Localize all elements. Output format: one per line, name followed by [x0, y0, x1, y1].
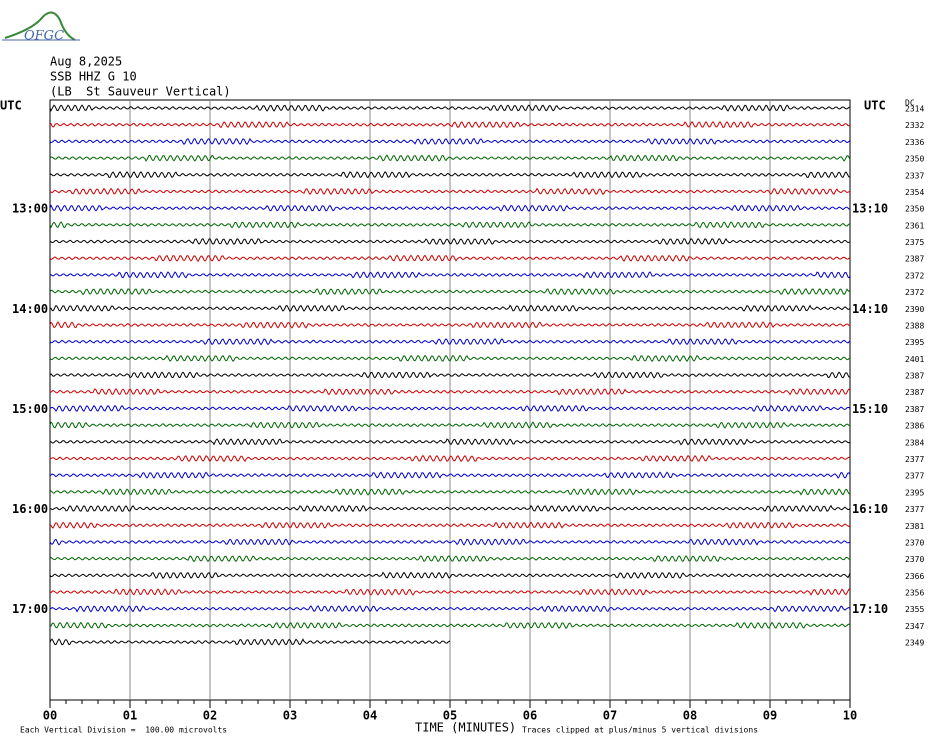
logo-curve — [4, 11, 76, 41]
trace — [49, 388, 851, 396]
right-time-label: 14:10 — [852, 302, 888, 316]
x-tick-label: 02 — [203, 709, 217, 723]
footer-left: Each Vertical Division = 100.00 microvol… — [20, 726, 227, 735]
right-time-label: 13:10 — [852, 202, 888, 216]
trace — [49, 104, 851, 112]
dc-value: 2384 — [905, 438, 924, 447]
x-tick-label: 01 — [123, 709, 137, 723]
trace — [49, 504, 851, 513]
dc-value: 2350 — [905, 205, 924, 214]
trace — [49, 404, 851, 413]
dc-value: 2372 — [905, 288, 924, 297]
trace — [49, 438, 851, 446]
left-time-label: 17:00 — [12, 602, 48, 616]
x-axis-label: TIME (MINUTES) — [415, 721, 516, 735]
dc-value: 2347 — [905, 622, 924, 631]
header-location: (LB St Sauveur Vertical) — [50, 85, 231, 99]
dc-value: 2337 — [905, 171, 924, 180]
dc-value: 2377 — [905, 472, 924, 481]
trace — [49, 121, 851, 129]
trace — [49, 237, 851, 246]
dc-value: 2395 — [905, 488, 924, 497]
trace — [49, 204, 851, 212]
trace — [49, 555, 851, 563]
left-time-label: 16:00 — [12, 502, 48, 516]
dc-value: 2387 — [905, 405, 924, 414]
dc-value: 2336 — [905, 138, 924, 147]
dc-value: 2377 — [905, 455, 924, 464]
header-station: SSB HHZ G 10 — [50, 70, 137, 84]
dc-value: 2370 — [905, 538, 924, 547]
dc-value: 2386 — [905, 422, 924, 431]
dc-value: 2372 — [905, 271, 924, 280]
trace — [49, 221, 851, 229]
dc-value: 2390 — [905, 305, 924, 314]
trace — [49, 338, 851, 346]
x-tick-label: 03 — [283, 709, 297, 723]
x-tick-label: 08 — [683, 709, 697, 723]
trace — [49, 321, 851, 329]
dc-value: 2375 — [905, 238, 924, 247]
dc-value: 2356 — [905, 589, 924, 598]
trace — [49, 588, 851, 596]
x-tick-label: 10 — [843, 709, 857, 723]
x-tick-label: 06 — [523, 709, 537, 723]
dc-value: 2381 — [905, 522, 924, 531]
dc-value: 2401 — [905, 355, 924, 364]
dc-value: 2350 — [905, 155, 924, 164]
dc-value: 2387 — [905, 372, 924, 381]
trace — [49, 638, 451, 646]
dc-value: 2354 — [905, 188, 924, 197]
dc-value: 2366 — [905, 572, 924, 581]
trace — [49, 271, 851, 279]
dc-value: 2355 — [905, 605, 924, 614]
x-tick-label: 09 — [763, 709, 777, 723]
logo-text: OFGC — [24, 29, 64, 44]
trace — [49, 171, 851, 179]
trace — [49, 421, 851, 429]
x-tick-label: 05 — [443, 709, 457, 723]
dc-value: 2395 — [905, 338, 924, 347]
trace — [49, 538, 851, 546]
x-tick-label: 00 — [43, 709, 57, 723]
dc-label: DC — [905, 99, 915, 108]
trace — [49, 371, 851, 379]
left-time-label: 13:00 — [12, 202, 48, 216]
dc-value: 2349 — [905, 639, 924, 648]
header-date: Aug 8,2025 — [50, 55, 122, 69]
trace — [49, 154, 851, 162]
left-time-label: 14:00 — [12, 302, 48, 316]
dc-value: 2314 — [905, 105, 924, 114]
dc-value: 2387 — [905, 388, 924, 397]
trace — [49, 187, 851, 196]
trace — [49, 621, 851, 629]
trace — [49, 605, 851, 613]
dc-value: 2361 — [905, 221, 924, 230]
footer-right: Traces clipped at plus/minus 5 vertical … — [522, 726, 758, 735]
right-time-label: 16:10 — [852, 502, 888, 516]
trace — [49, 288, 851, 296]
trace — [50, 521, 851, 529]
dc-value: 2377 — [905, 505, 924, 514]
trace — [49, 471, 851, 479]
trace — [49, 137, 851, 145]
trace — [49, 454, 851, 463]
right-time-label: 15:10 — [852, 402, 888, 416]
dc-value: 2387 — [905, 255, 924, 264]
right-time-label: 17:10 — [852, 602, 888, 616]
x-tick-label: 07 — [603, 709, 617, 723]
trace — [49, 354, 851, 363]
trace — [49, 304, 851, 313]
left-time-label: UTC — [0, 99, 22, 113]
x-tick-label: 04 — [363, 709, 377, 723]
trace — [49, 254, 851, 262]
left-time-label: 15:00 — [12, 402, 48, 416]
trace — [49, 571, 851, 579]
dc-value: 2370 — [905, 555, 924, 564]
trace — [49, 488, 851, 496]
dc-value: 2332 — [905, 121, 924, 130]
right-time-label: UTC — [864, 99, 886, 113]
dc-value: 2388 — [905, 321, 924, 330]
